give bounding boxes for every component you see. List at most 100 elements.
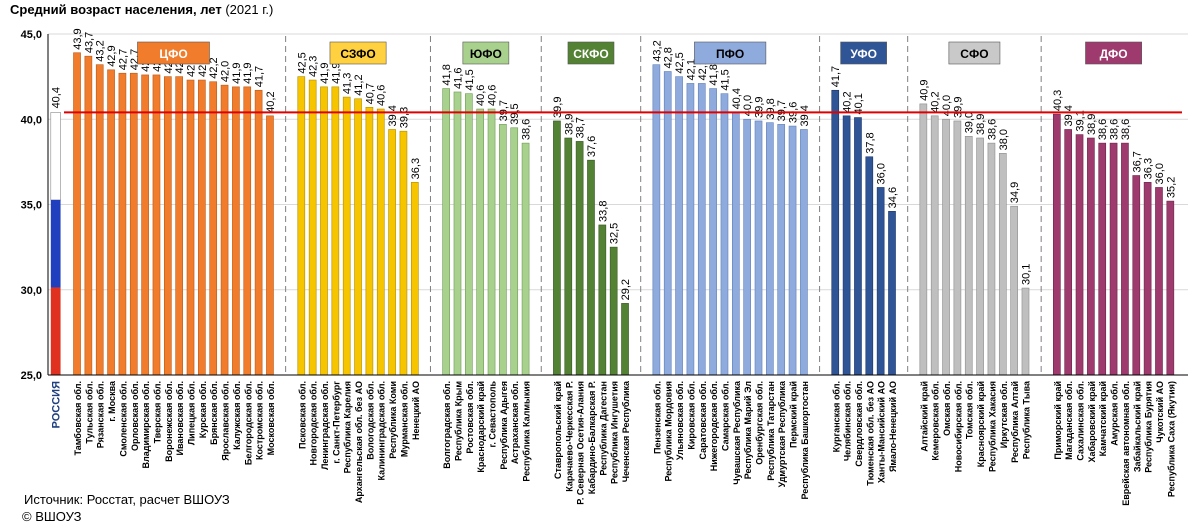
- bar: [388, 129, 396, 376]
- group-badge: [1085, 41, 1142, 65]
- bar: [1087, 137, 1095, 376]
- bar: [800, 129, 808, 376]
- source-note: Источник: Росстат, расчет ВШОУЗ: [24, 492, 230, 507]
- category-label: Тульская обл.: [84, 381, 94, 444]
- bar: [919, 103, 928, 376]
- category-label: Омская обл.: [942, 381, 952, 436]
- bar: [487, 108, 496, 376]
- category-label: Забайкальский край: [1132, 381, 1142, 472]
- bar: [1098, 142, 1107, 376]
- bar: [376, 108, 385, 376]
- category-label: Новосибирская обл.: [953, 381, 963, 472]
- data-label: 41,6: [452, 68, 464, 89]
- category-label: Республика Ингушетия: [610, 381, 620, 484]
- bar-russia-white: [50, 112, 61, 201]
- bar: [998, 153, 1007, 376]
- bar: [107, 69, 115, 376]
- bar: [84, 55, 93, 376]
- category-label: Костромская обл.: [255, 381, 265, 460]
- data-label: 41,2: [353, 74, 365, 95]
- bar: [766, 122, 774, 376]
- data-label: 41,5: [464, 69, 476, 90]
- category-label: Амурская обл.: [1110, 381, 1120, 446]
- category-label: Свердловская обл.: [854, 381, 864, 467]
- bar: [709, 88, 717, 376]
- data-label: 38,9: [563, 114, 575, 135]
- data-label: 41,9: [242, 62, 254, 83]
- bar: [73, 52, 81, 376]
- category-label: Пензенская обл.: [652, 381, 662, 454]
- data-label: 40,0: [941, 95, 953, 116]
- data-label: 38,6: [521, 119, 533, 140]
- bar: [331, 86, 340, 376]
- bar: [410, 182, 419, 376]
- bar: [521, 142, 530, 376]
- category-label: Республика Тыва: [1021, 380, 1031, 459]
- bar: [266, 115, 274, 376]
- bar: [564, 137, 573, 376]
- category-label: Красноярский край: [976, 381, 986, 467]
- data-label: 34,6: [887, 187, 899, 208]
- data-label: 40,2: [842, 91, 854, 112]
- bar: [118, 72, 127, 376]
- category-label: Республика Крым: [453, 381, 463, 461]
- bar: [442, 88, 450, 376]
- bar: [1021, 287, 1030, 376]
- bar-russia-red: [50, 287, 61, 375]
- bar: [743, 118, 751, 376]
- bar: [865, 156, 874, 376]
- bar: [587, 159, 595, 376]
- group-label: СКФО: [573, 47, 608, 61]
- category-label: Ростовская обл.: [465, 381, 475, 454]
- category-label: Удмуртская Республика: [777, 380, 787, 487]
- data-label: 41,8: [708, 64, 720, 85]
- data-label: 40,6: [376, 85, 388, 106]
- bar: [930, 115, 939, 376]
- data-label: 39,9: [552, 97, 564, 118]
- bar: [1121, 142, 1129, 376]
- bar: [308, 79, 317, 376]
- data-label: 36,0: [1154, 163, 1166, 184]
- data-label: 39,4: [1063, 105, 1075, 126]
- category-label: Калужская обл.: [232, 381, 242, 450]
- category-label: Приморский край: [1053, 381, 1063, 460]
- data-label: 40,4: [731, 88, 743, 109]
- data-label: 41,8: [441, 64, 453, 85]
- category-label: Республика Саха (Якутия): [1166, 381, 1176, 497]
- group-badge: [948, 41, 1001, 65]
- category-label: Магаданская обл.: [1064, 381, 1074, 460]
- y-tick-label: 45,0: [21, 29, 42, 41]
- group-badge: [137, 41, 210, 65]
- data-label: 36,3: [1143, 158, 1155, 179]
- category-label: Саратовская обл.: [698, 381, 708, 460]
- bar: [831, 89, 840, 376]
- category-label: Ульяновская обл.: [675, 381, 685, 460]
- category-label: Республика Марий Эл: [743, 381, 753, 480]
- category-label: Нижегородская обл.: [709, 381, 719, 471]
- bar: [342, 96, 351, 376]
- bar: [453, 91, 462, 376]
- category-label: Чукотский АО: [1155, 381, 1165, 443]
- data-label: 42,7: [117, 49, 129, 70]
- bar: [686, 83, 695, 376]
- bar: [175, 76, 183, 376]
- data-label: 38,9: [975, 114, 987, 135]
- data-label: 36,0: [876, 163, 888, 184]
- bar: [876, 187, 885, 376]
- category-label: Смоленская обл.: [118, 381, 128, 457]
- bar: [1166, 200, 1175, 376]
- y-tick-label: 25,0: [21, 370, 42, 382]
- data-label: 38,6: [1097, 119, 1109, 140]
- category-label: Мурманская обл.: [399, 381, 409, 457]
- group-badge: [840, 41, 887, 65]
- bar: [987, 142, 996, 376]
- category-label: Волгоградская обл.: [442, 381, 452, 469]
- category-label: Воронежская обл.: [164, 381, 174, 462]
- data-label: 43,9: [72, 28, 84, 49]
- category-label: Р. Северная Осетия-Алания: [576, 381, 586, 505]
- bar: [297, 76, 306, 376]
- year-note: (2021 г.): [225, 2, 274, 17]
- category-label: Челябинская обл.: [843, 381, 853, 461]
- category-label: Кировская обл.: [686, 381, 696, 450]
